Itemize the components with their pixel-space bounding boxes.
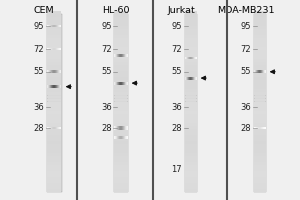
Text: 95: 95	[34, 22, 44, 31]
Text: 28: 28	[172, 124, 182, 133]
Text: 36: 36	[33, 103, 44, 112]
Text: 72: 72	[34, 45, 44, 54]
Text: 72: 72	[241, 45, 251, 54]
Text: 28: 28	[101, 124, 112, 133]
Text: 55: 55	[34, 67, 44, 76]
Text: 28: 28	[241, 124, 251, 133]
Text: 55: 55	[172, 67, 182, 76]
Bar	[184, 14, 196, 192]
Text: 95: 95	[241, 22, 251, 31]
Bar	[114, 14, 128, 192]
Text: 36: 36	[240, 103, 251, 112]
Text: 95: 95	[172, 22, 182, 31]
Text: 72: 72	[101, 45, 112, 54]
Text: 72: 72	[172, 45, 182, 54]
Text: CEM: CEM	[33, 6, 54, 15]
Bar	[254, 14, 266, 192]
Bar	[46, 14, 62, 192]
Text: 95: 95	[101, 22, 112, 31]
Text: 28: 28	[34, 124, 44, 133]
Text: MDA-MB231: MDA-MB231	[217, 6, 275, 15]
Text: 36: 36	[171, 103, 182, 112]
Text: 36: 36	[101, 103, 112, 112]
Text: 17: 17	[172, 165, 182, 174]
Text: 55: 55	[101, 67, 112, 76]
Text: Jurkat: Jurkat	[168, 6, 195, 15]
Text: HL-60: HL-60	[102, 6, 129, 15]
Text: 55: 55	[241, 67, 251, 76]
